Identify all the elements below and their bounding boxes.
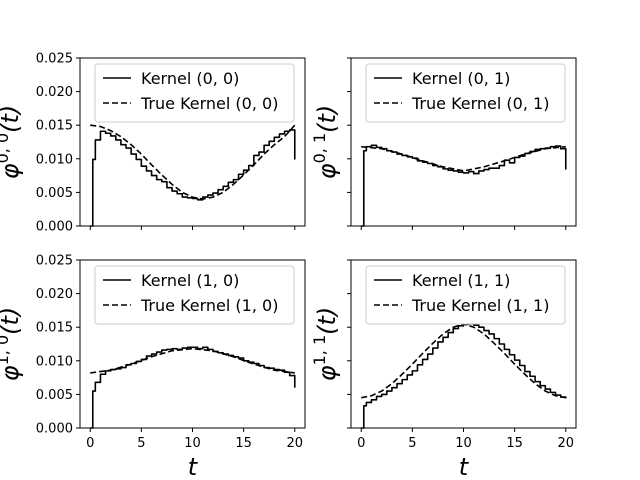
- legend-box: [365, 265, 566, 325]
- legend-box: [94, 265, 295, 325]
- y-label-base: φ: [0, 365, 24, 381]
- y-label-arg: (t): [313, 307, 341, 335]
- y-label-sup: 0, 1: [310, 133, 329, 164]
- y-tick-label: 0.005: [36, 186, 73, 201]
- y-tick-label: 0.000: [36, 220, 73, 235]
- y-tick-label: 0.000: [36, 422, 73, 437]
- y-label-arg: (t): [0, 105, 24, 133]
- legend-entry: Kernel (0, 1): [412, 69, 510, 88]
- x-axis-label: t: [188, 453, 199, 480]
- y-tick-label: 0.010: [36, 152, 73, 167]
- kernel-line: [361, 144, 567, 227]
- legend-entry: True Kernel (1, 0): [140, 296, 278, 315]
- legend-entry: True Kernel (0, 0): [140, 94, 278, 113]
- x-tick-label: 5: [137, 436, 145, 451]
- legend-box: [365, 63, 566, 123]
- y-label-sup: 0, 0: [0, 133, 12, 164]
- x-tick-label: 20: [557, 436, 574, 451]
- subplot-3: 0 5 10 15 20 Kernel (1, 1) True Kernel (1, 1) φ…: [310, 259, 577, 480]
- legend-entry: Kernel (0, 0): [141, 69, 239, 88]
- y-axis-label: φ1, 1(t): [310, 307, 341, 382]
- y-axis-label: φ1, 0(t): [0, 307, 24, 382]
- axes-frame: [79, 57, 306, 227]
- y-label-base: φ: [0, 163, 24, 179]
- y-label-sup: 1, 1: [310, 335, 329, 366]
- axes-frame: [79, 259, 306, 429]
- y-tick-label: 0.025: [36, 52, 73, 67]
- kernel-line: [90, 346, 296, 429]
- x-tick-label: 15: [506, 436, 523, 451]
- y-axis-label: φ0, 1(t): [310, 105, 341, 180]
- true-kernel-line: [361, 323, 566, 399]
- y-tick-label: 0.015: [36, 321, 73, 336]
- x-axis-label: t: [459, 453, 470, 480]
- y-tick-label: 0.025: [36, 254, 73, 269]
- x-tick-label: 10: [184, 436, 201, 451]
- y-tick-label: 0.020: [36, 85, 73, 100]
- legend-entry: Kernel (1, 1): [412, 271, 510, 290]
- axes-frame: [350, 57, 577, 227]
- x-tick-label: 5: [408, 436, 416, 451]
- y-tick-label: 0.020: [36, 287, 73, 302]
- y-tick-label: 0.005: [36, 388, 73, 403]
- kernel-line: [90, 129, 296, 227]
- legend-entry: True Kernel (0, 1): [411, 94, 549, 113]
- subplot-1: Kernel (0, 1) True Kernel (0, 1) φ0, 1(t): [310, 57, 577, 230]
- y-label-arg: (t): [0, 307, 24, 335]
- subplot-0: 0.000 0.005 0.010 0.015 0.020 0.025 Kernel (0,…: [0, 52, 306, 235]
- x-tick-label: 10: [455, 436, 472, 451]
- legend-entry: True Kernel (1, 1): [411, 296, 549, 315]
- subplot-2: 0.000 0.005 0.010 0.015 0.020 0.025 0 5 10 15 20 Ke…: [0, 254, 306, 480]
- x-tick-label: 20: [286, 436, 303, 451]
- legend: Kernel (0, 1) True Kernel (0, 1): [365, 63, 566, 123]
- y-label-base: φ: [313, 365, 341, 381]
- x-tick-label: 0: [86, 436, 94, 451]
- axes-frame: [350, 259, 577, 429]
- x-tick-label: 15: [235, 436, 252, 451]
- kernel-line: [361, 323, 567, 429]
- y-axis-label: φ0, 0(t): [0, 105, 24, 180]
- y-tick-label: 0.015: [36, 119, 73, 134]
- true-kernel-line: [361, 145, 566, 172]
- legend: Kernel (1, 1) True Kernel (1, 1): [365, 265, 566, 325]
- true-kernel-line: [90, 347, 295, 374]
- legend: Kernel (1, 0) True Kernel (1, 0): [94, 265, 295, 325]
- y-label-base: φ: [313, 163, 341, 179]
- legend: Kernel (0, 0) True Kernel (0, 0): [94, 63, 295, 123]
- y-tick-label: 0.010: [36, 354, 73, 369]
- legend-box: [94, 63, 295, 123]
- y-label-arg: (t): [313, 105, 341, 133]
- legend-entry: Kernel (1, 0): [141, 271, 239, 290]
- x-tick-label: 0: [357, 436, 365, 451]
- true-kernel-line: [90, 124, 296, 200]
- y-label-sup: 1, 0: [0, 335, 12, 366]
